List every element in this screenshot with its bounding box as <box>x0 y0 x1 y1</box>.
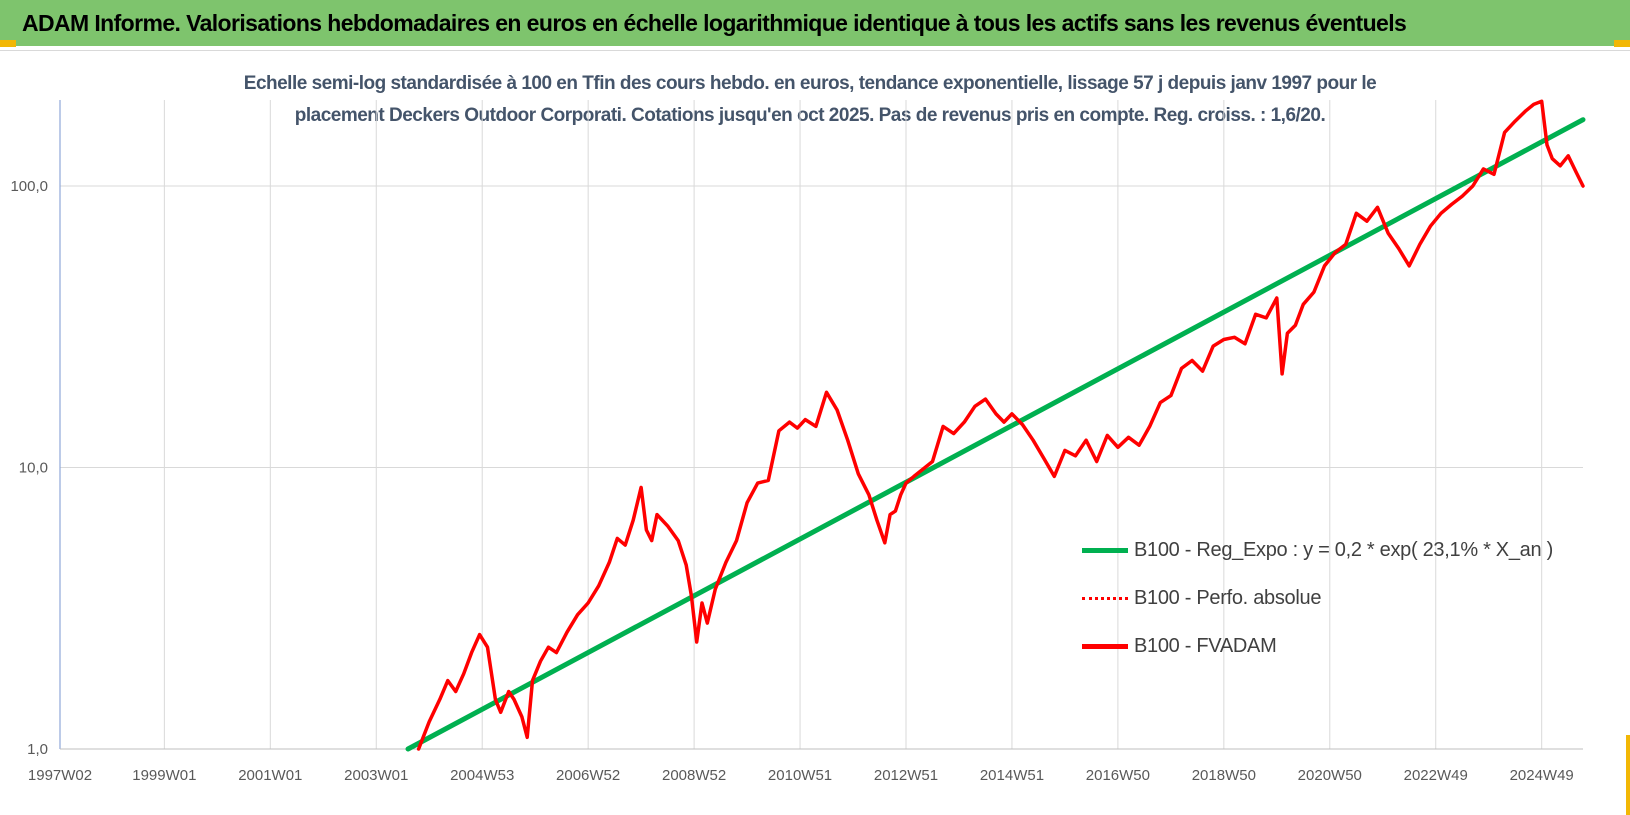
legend-item-perfo: B100 - Perfo. absolue <box>1082 586 1553 610</box>
corner-marker-top-left <box>0 40 16 47</box>
x-tick-label: 2024W49 <box>1510 767 1574 784</box>
banner: ADAM Informe. Valorisations hebdomadaire… <box>0 0 1630 46</box>
y-tick-label: 100,0 <box>10 178 48 195</box>
y-tick-label: 1,0 <box>27 741 48 758</box>
legend: B100 - Reg_Expo : y = 0,2 * exp( 23,1% *… <box>1082 538 1553 682</box>
fvadam-line <box>416 99 1585 751</box>
x-tick-label: 1997W02 <box>28 767 92 784</box>
x-tick-label: 2008W52 <box>662 767 726 784</box>
series-layer <box>405 99 1586 752</box>
legend-label-perfo: B100 - Perfo. absolue <box>1134 586 1322 609</box>
legend-item-regression: B100 - Reg_Expo : y = 0,2 * exp( 23,1% *… <box>1082 538 1553 562</box>
chart-title-line-1: Echelle semi-log standardisée à 100 en T… <box>243 73 1377 94</box>
chart-title-line-2: placement Deckers Outdoor Corporati. Cot… <box>294 105 1326 126</box>
axes <box>59 100 1583 750</box>
corner-marker-bottom-right <box>1626 735 1630 815</box>
x-tick-label: 2016W50 <box>1086 767 1150 784</box>
x-tick-label: 2006W52 <box>556 767 620 784</box>
legend-label-fvadam: B100 - FVADAM <box>1134 634 1277 657</box>
x-tick-label: 1999W01 <box>132 767 196 784</box>
legend-item-fvadam: B100 - FVADAM <box>1082 634 1553 658</box>
banner-title: ADAM Informe. Valorisations hebdomadaire… <box>22 9 1407 36</box>
legend-swatch-perfo <box>1082 596 1128 600</box>
chart-frame-top <box>0 50 1630 51</box>
chart-title: Echelle semi-log standardisée à 100 en T… <box>150 68 1470 132</box>
legend-swatch-regression <box>1082 547 1128 553</box>
legend-swatch-fvadam <box>1082 643 1128 649</box>
x-tick-label: 2003W01 <box>344 767 408 784</box>
tick-labels: 1997W02 1999W01 2001W01 2003W01 2004W53 2006W… <box>10 178 1573 784</box>
legend-label-regression: B100 - Reg_Expo : y = 0,2 * exp( 23,1% *… <box>1134 538 1553 561</box>
corner-marker-top-right <box>1614 40 1630 47</box>
y-tick-label: 10,0 <box>19 460 48 477</box>
x-tick-label: 2020W50 <box>1298 767 1362 784</box>
x-tick-label: 2001W01 <box>238 767 302 784</box>
x-tick-label: 2018W50 <box>1192 767 1256 784</box>
x-tick-label: 2022W49 <box>1404 767 1468 784</box>
x-tick-label: 2014W51 <box>980 767 1044 784</box>
regression-line <box>405 117 1586 752</box>
x-tick-label: 2010W51 <box>768 767 832 784</box>
x-tick-label: 2004W53 <box>450 767 514 784</box>
x-tick-label: 2012W51 <box>874 767 938 784</box>
